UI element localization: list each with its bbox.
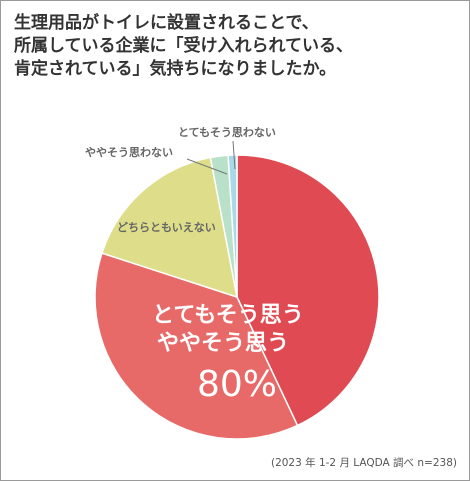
pie-slice: [94, 252, 299, 440]
slice-label: ややそう思わない: [85, 146, 173, 159]
leader-lines: [186, 140, 236, 175]
leader-line: [186, 158, 228, 175]
leader-line: [232, 140, 236, 170]
pie-slices: [94, 154, 380, 440]
pie-slice: [236, 154, 380, 427]
highlight-value: 80%: [197, 364, 277, 405]
highlight-line-1: とてもそう思う: [152, 303, 304, 328]
slice-label: とてもそう思わない: [178, 126, 276, 139]
slice-label: どちらともいえない: [117, 221, 216, 234]
highlight-callout: とてもそう思う ややそう思う 80%: [152, 303, 304, 405]
pie-slice: [227, 154, 238, 298]
survey-question: 生理用品がトイレに設置されることで、 所属している企業に「受け入れられている、 …: [14, 13, 353, 79]
source-note: (2023 年 1-2 月 LAQDA 調べ n=238): [270, 457, 457, 469]
highlight-line-2: ややそう思う: [157, 331, 289, 356]
pie-slice: [101, 156, 238, 299]
